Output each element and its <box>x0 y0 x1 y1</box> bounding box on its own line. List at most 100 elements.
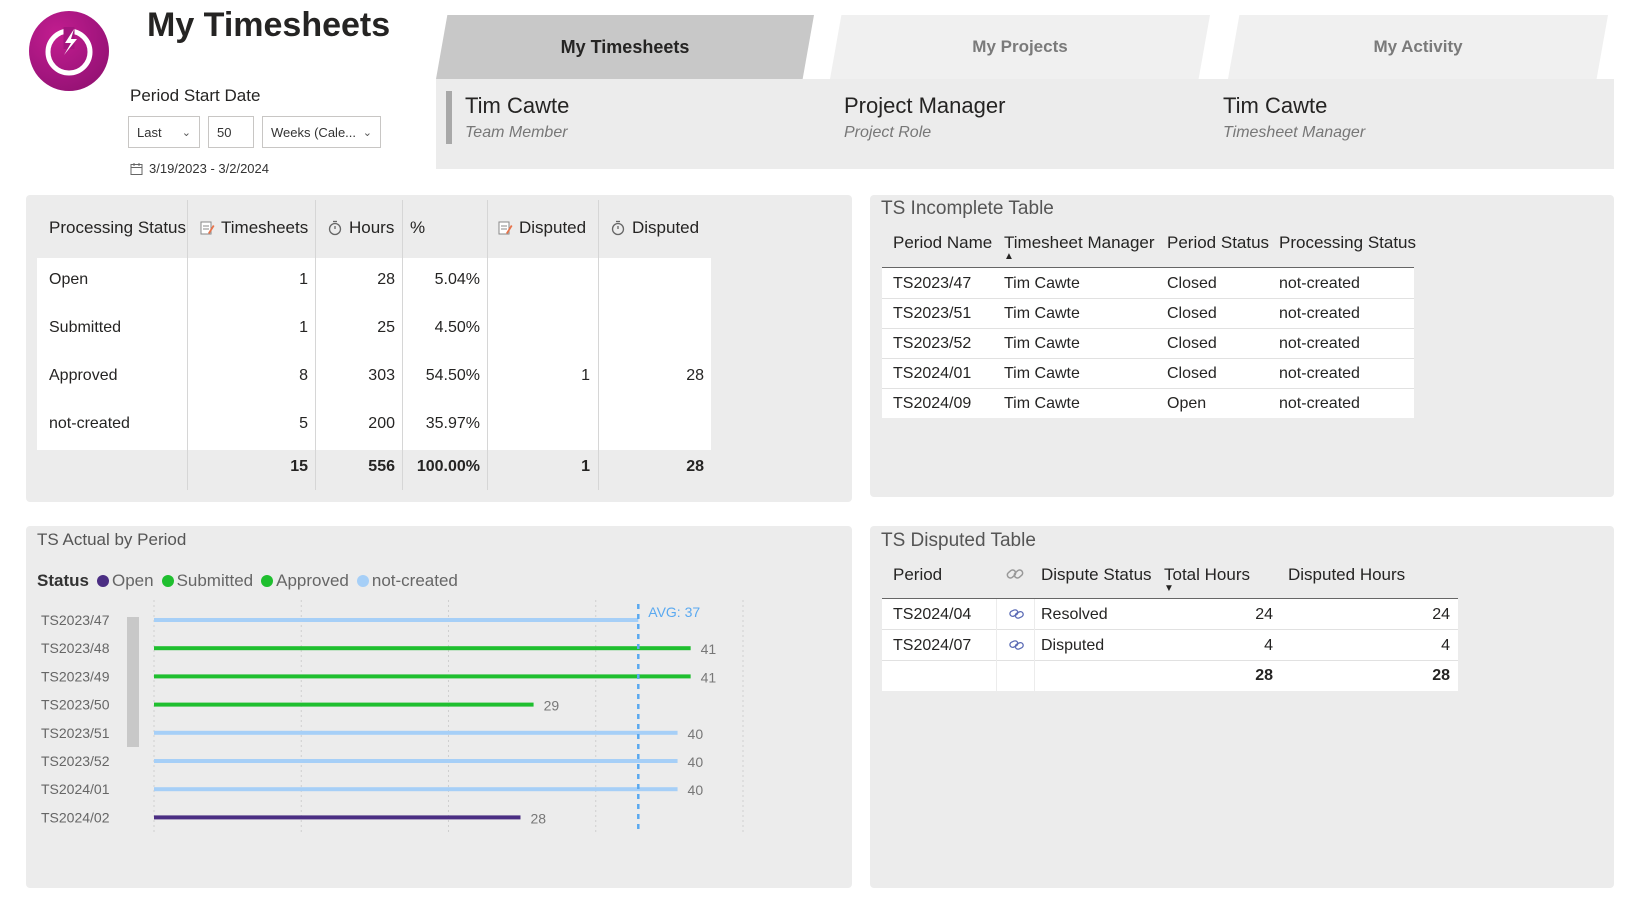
legend-dot-approved <box>261 575 274 587</box>
count-input[interactable]: 50 <box>208 116 254 148</box>
legend-item-not-created[interactable]: not-created <box>371 571 458 590</box>
cell-hours: 28 <box>377 271 395 288</box>
col-period[interactable]: Period <box>893 565 943 584</box>
cell-hours: 303 <box>368 367 395 384</box>
legend-item-approved[interactable]: Approved <box>276 571 349 590</box>
tab-my-projects[interactable]: My Projects <box>830 15 1210 79</box>
team-member-role: Team Member <box>465 124 568 141</box>
col-hours[interactable]: Hours <box>327 218 394 238</box>
cell-disputed-hours: 24 <box>1432 606 1450 623</box>
cell-period-name: TS2024/01 <box>893 365 972 382</box>
chart-panel <box>26 526 852 888</box>
stopwatch-icon <box>328 220 342 236</box>
col-timesheet-manager[interactable]: Timesheet Manager <box>1004 233 1155 252</box>
bar-TS2023-50 <box>154 702 534 707</box>
cell-period-status: Closed <box>1167 275 1217 292</box>
tab-my-timesheets[interactable]: My Timesheets <box>436 15 814 79</box>
chevron-down-icon: ⌄ <box>362 126 372 139</box>
relative-dropdown[interactable]: Last ⌄ <box>128 116 200 148</box>
table-row-status[interactable]: Submitted <box>49 319 122 336</box>
unit-dropdown[interactable]: Weeks (Cale... ⌄ <box>262 116 381 148</box>
col-processing-status[interactable]: Processing Status <box>49 218 187 237</box>
link-icon[interactable] <box>1008 605 1026 628</box>
link-icon <box>1005 564 1025 589</box>
cell-processing-status: not-created <box>1279 395 1360 412</box>
chart-scrollbar[interactable] <box>127 617 139 747</box>
cell-timesheets: 1 <box>299 271 308 288</box>
cell-period: TS2024/04 <box>893 606 972 623</box>
disputed-rows-bg <box>882 599 1458 691</box>
col-percent[interactable]: % <box>410 218 426 237</box>
legend-dot-not-created <box>356 575 369 587</box>
cell-dispute-status: Resolved <box>1041 606 1108 623</box>
row-divider <box>882 328 1414 329</box>
col-divider <box>187 200 188 490</box>
data-label: 28 <box>530 810 546 826</box>
data-label: 40 <box>688 726 704 742</box>
chevron-down-icon: ⌄ <box>181 126 191 139</box>
stopwatch-icon <box>611 220 625 236</box>
total-hours-sum: 28 <box>1255 667 1273 684</box>
col-label: Disputed <box>632 218 700 237</box>
y-tick-label: TS2023/48 <box>41 640 110 656</box>
cell-period-status: Closed <box>1167 365 1217 382</box>
cell-processing-status: not-created <box>1279 305 1360 322</box>
col-label: Disputed <box>519 218 587 237</box>
legend-item-open[interactable]: Open <box>111 571 154 590</box>
page-title: My Timesheets <box>147 6 391 44</box>
incomplete-rows-bg <box>882 268 1414 418</box>
col-period-name[interactable]: Period Name <box>893 233 993 252</box>
col-dispute-status[interactable]: Dispute Status <box>1041 565 1152 584</box>
tab-my-activity[interactable]: My Activity <box>1228 15 1608 79</box>
y-tick-label: TS2023/51 <box>41 725 110 741</box>
cell-timesheets: 1 <box>299 319 308 336</box>
table-row-status[interactable]: not-created <box>49 415 130 432</box>
total-timesheets: 15 <box>290 458 308 475</box>
y-tick-label: TS2024/02 <box>41 809 110 825</box>
col-period-status[interactable]: Period Status <box>1167 233 1270 252</box>
data-label: 29 <box>544 698 560 714</box>
cell-total-hours: 24 <box>1255 606 1273 623</box>
table-row-status[interactable]: Open <box>49 271 89 288</box>
cell-period-status: Open <box>1167 395 1207 412</box>
total-hours: 556 <box>368 458 395 475</box>
data-label: 41 <box>701 669 717 685</box>
col-processing-status[interactable]: Processing Status <box>1279 233 1417 252</box>
col-divider <box>598 200 599 490</box>
cell-period-name: TS2024/09 <box>893 395 972 412</box>
row-divider <box>882 358 1414 359</box>
chart-legend: Status Open Submitted Approved not-creat… <box>37 571 458 591</box>
cell-manager: Tim Cawte <box>1004 365 1080 382</box>
y-tick-label: TS2024/01 <box>41 781 110 797</box>
y-tick-label: TS2023/49 <box>41 668 110 684</box>
power-icon <box>45 27 93 76</box>
cell-period: TS2024/07 <box>893 637 972 654</box>
col-divider <box>996 599 997 691</box>
project-role-name: Project Manager <box>844 93 1006 118</box>
cell-timesheets: 5 <box>299 415 308 432</box>
col-label: Timesheets <box>221 218 309 237</box>
cell-processing-status: not-created <box>1279 275 1360 292</box>
link-icon[interactable] <box>1008 636 1026 659</box>
cell-dispute-status: Disputed <box>1041 637 1105 654</box>
relative-value: Last <box>137 124 162 140</box>
bar-TS2023-52 <box>154 759 678 763</box>
timesheet-manager-role: Timesheet Manager <box>1223 124 1366 141</box>
sort-desc-icon[interactable]: ▼ <box>1164 583 1174 594</box>
cell-period-status: Closed <box>1167 305 1217 322</box>
bar-TS2024-02 <box>154 815 521 820</box>
legend-title: Status <box>37 571 89 590</box>
disputed-table-title: TS Disputed Table <box>881 530 1036 551</box>
bar-TS2024-01 <box>154 787 678 792</box>
col-disputed-hours[interactable]: Disputed Hours <box>1288 565 1406 584</box>
sort-asc-icon[interactable]: ▲ <box>1004 251 1014 262</box>
col-timesheets[interactable]: Timesheets <box>199 218 308 238</box>
legend-item-submitted[interactable]: Submitted <box>176 571 254 590</box>
col-disputed-hours[interactable]: Disputed <box>610 218 699 238</box>
cell-manager: Tim Cawte <box>1004 305 1080 322</box>
col-disputed-timesheets[interactable]: Disputed <box>497 218 586 238</box>
cell-manager: Tim Cawte <box>1004 275 1080 292</box>
avg-label: AVG: 37 <box>648 604 700 620</box>
table-row-status[interactable]: Approved <box>49 367 118 384</box>
col-total-hours[interactable]: Total Hours <box>1164 565 1250 584</box>
